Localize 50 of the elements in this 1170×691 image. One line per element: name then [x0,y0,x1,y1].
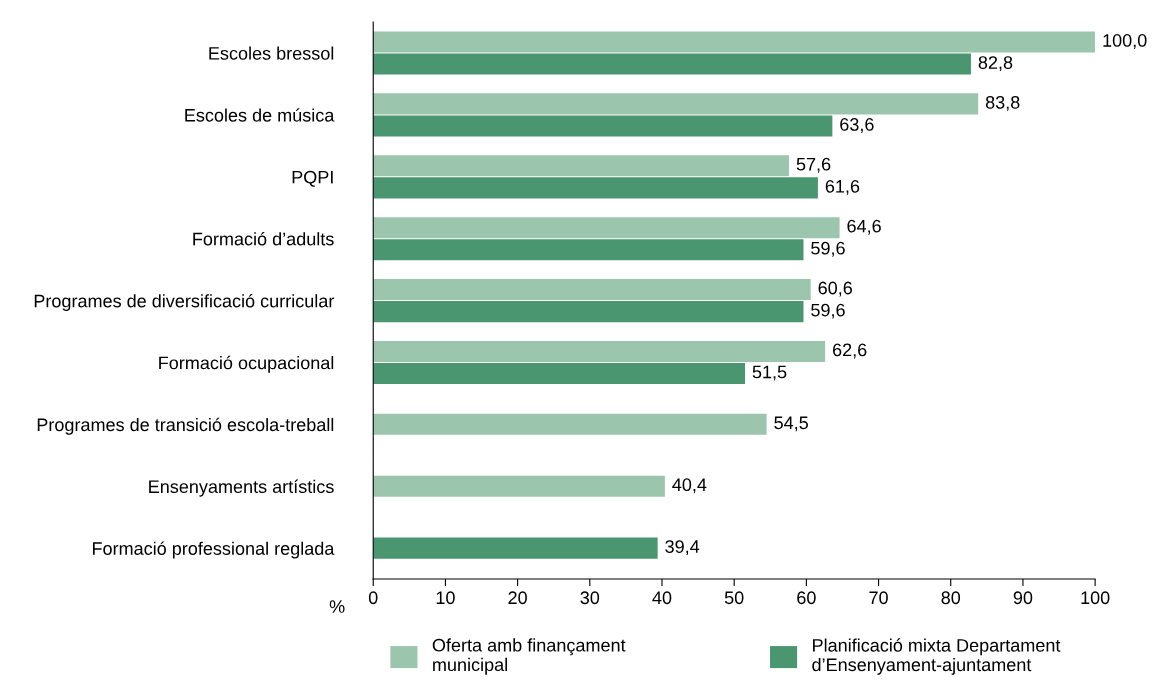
data-label: 63,6 [840,118,874,133]
data-label: 61,6 [825,179,860,195]
data-label: 83,8 [985,95,1020,111]
y-tick-label: Formació professional reglada [92,541,335,559]
y-tick-label: PQPI [292,170,333,187]
x-axis-title: % [329,600,345,613]
x-tick-label: 20 [508,591,527,605]
legend-label: Oferta amb finançament municipal [432,638,626,675]
data-label: 62,6 [832,343,867,359]
data-label: 39,4 [665,540,700,556]
bar [373,93,979,115]
bar [373,115,833,137]
data-label: 57,6 [796,157,831,173]
bar [373,155,790,177]
bar [373,279,811,301]
x-tick-label: 30 [580,591,600,605]
data-label: 64,6 [847,219,881,235]
bar [373,340,826,362]
data-label: 51,5 [752,365,787,381]
x-tick-label: 80 [941,591,961,605]
data-label: 82,8 [978,56,1013,72]
y-tick-label: Escoles de música [185,108,335,122]
data-label: 100,0 [1103,34,1147,49]
bar [373,362,745,385]
x-tick-label: 10 [436,591,455,605]
x-tick-label: 60 [797,591,816,605]
legend-label: Planificació mixta Departament d’Ensenyament-ajuntament [812,638,1061,675]
bar [373,301,804,323]
bar [373,31,1096,53]
y-tick-label: Ensenyaments artístics [149,479,334,497]
data-label: 60,6 [818,281,852,297]
y-tick-label: Escoles bressol [209,46,334,60]
x-tick-label: 0 [368,591,378,605]
bar [373,217,840,239]
bar [373,177,818,199]
data-label: 59,6 [811,303,845,319]
y-tick-label: Programes de transició escola-treball [37,417,334,435]
x-tick-label: 100 [1081,591,1110,605]
y-tick-label: Programes de diversificació curricular [34,293,335,311]
bar [373,239,804,261]
x-tick-label: 90 [1013,591,1033,605]
bar [373,53,971,75]
x-tick-label: 40 [652,591,672,605]
x-tick-label: 50 [724,591,744,605]
data-label: 59,6 [811,241,845,257]
y-tick-label: Formació d’adults [193,231,334,246]
data-label: 54,5 [774,416,808,432]
x-tick-label: 70 [869,591,888,605]
data-label: 40,4 [672,478,707,494]
y-tick-label: Formació ocupacional [159,355,334,373]
